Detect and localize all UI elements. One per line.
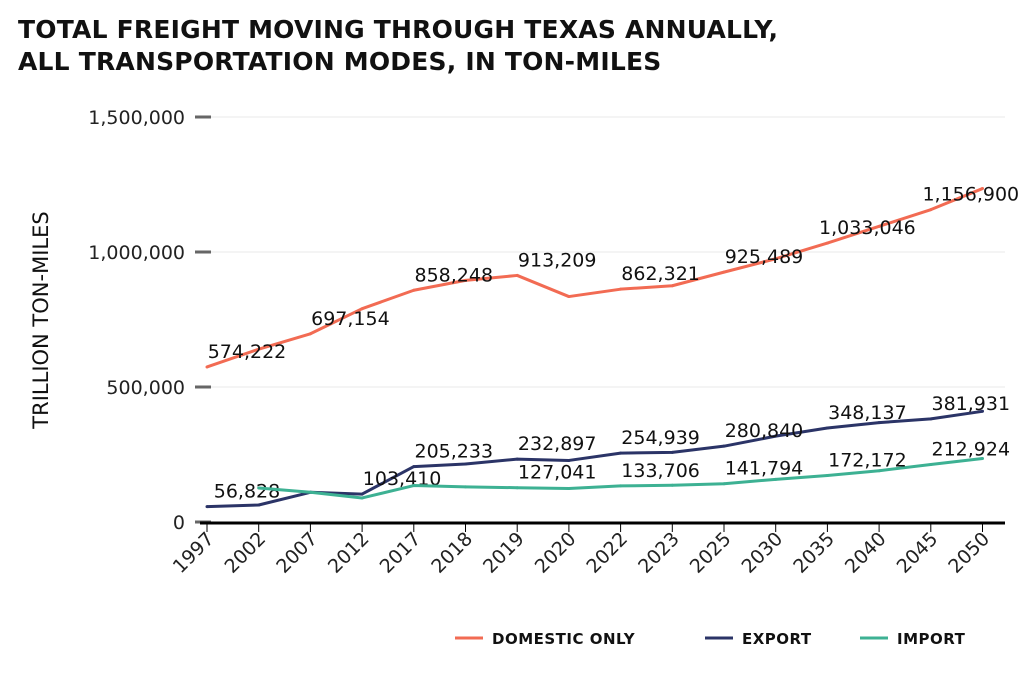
data-point <box>825 426 829 430</box>
data-point <box>412 288 416 292</box>
data-label: 232,897 <box>518 433 597 455</box>
data-point <box>722 270 726 274</box>
x-tick-label: 2017 <box>376 528 426 578</box>
series-line-export <box>206 409 983 509</box>
data-label: 1,033,046 <box>819 217 916 239</box>
data-label: 56,828 <box>214 481 280 503</box>
y-tick-label: 500,000 <box>106 377 185 399</box>
data-point <box>257 347 261 351</box>
data-label: 141,794 <box>725 458 804 480</box>
data-point <box>464 462 467 466</box>
data-label: 1,156,900 <box>922 184 1019 206</box>
data-point <box>670 450 674 454</box>
x-tick-label: 2025 <box>686 528 736 578</box>
data-point <box>722 444 726 448</box>
data-point <box>257 486 261 490</box>
data-point <box>464 485 467 489</box>
data-label: 858,248 <box>415 264 494 286</box>
data-point <box>877 421 881 425</box>
data-label: 697,154 <box>311 308 390 330</box>
data-point <box>515 273 519 277</box>
data-label: 925,489 <box>725 246 804 268</box>
chart-title: TOTAL FREIGHT MOVING THROUGH TEXAS ANNUA… <box>18 15 779 76</box>
legend-label: IMPORT <box>897 630 966 648</box>
data-point <box>205 505 209 509</box>
data-point <box>308 332 312 336</box>
data-point <box>412 484 416 488</box>
data-point <box>981 409 984 413</box>
x-tick-label: 2012 <box>324 528 374 578</box>
data-point <box>929 417 933 421</box>
data-point <box>825 241 829 245</box>
data-point <box>308 490 312 494</box>
x-tick-label: 2045 <box>893 528 943 578</box>
data-label: 381,931 <box>932 393 1011 415</box>
data-point <box>981 187 984 191</box>
data-point <box>929 463 933 467</box>
data-point <box>515 486 519 490</box>
series-line-domestic-only <box>206 187 984 369</box>
data-label: 205,233 <box>415 441 494 463</box>
data-point <box>877 224 881 228</box>
data-point <box>877 469 881 473</box>
data-label: 172,172 <box>828 450 907 472</box>
x-tick-label: 2035 <box>789 528 839 578</box>
data-label: 280,840 <box>725 420 804 442</box>
x-tick-label: 2022 <box>582 528 632 578</box>
data-point <box>515 457 519 461</box>
legend-label: DOMESTIC ONLY <box>492 630 636 648</box>
data-point <box>619 451 623 455</box>
data-point <box>825 474 829 478</box>
data-label: 254,939 <box>621 427 700 449</box>
data-point <box>567 295 571 299</box>
data-label: 127,041 <box>518 462 597 484</box>
x-tick-label: 2030 <box>737 528 787 578</box>
y-axis-label: TRILLION TON-MILES <box>29 211 53 429</box>
data-point <box>412 465 416 469</box>
x-tick-label: 2002 <box>220 528 270 578</box>
data-point <box>567 458 571 462</box>
x-tick-label: 2050 <box>944 528 994 578</box>
data-point <box>670 483 674 487</box>
data-point <box>774 257 778 261</box>
data-point <box>774 477 778 481</box>
data-label: 913,209 <box>518 249 597 271</box>
y-tick-label: 0 <box>173 512 185 534</box>
data-point <box>619 484 623 488</box>
y-tick-label: 1,500,000 <box>88 107 185 129</box>
data-point <box>205 365 209 369</box>
data-point <box>257 503 261 507</box>
data-point <box>619 287 623 291</box>
data-point <box>567 487 571 491</box>
x-tick-label: 2040 <box>841 528 891 578</box>
data-point <box>464 278 467 282</box>
data-point <box>981 457 984 461</box>
data-point <box>722 482 726 486</box>
data-point <box>360 307 364 311</box>
data-label: 212,924 <box>932 439 1011 461</box>
x-tick-label: 1997 <box>169 528 219 578</box>
x-tick-label: 2020 <box>531 528 581 578</box>
data-label: 348,137 <box>828 402 907 424</box>
legend-label: EXPORT <box>742 630 812 648</box>
data-label: 574,222 <box>208 341 287 363</box>
data-point <box>670 284 674 288</box>
data-point <box>774 434 778 438</box>
data-label: 862,321 <box>621 263 700 285</box>
data-point <box>360 492 364 496</box>
data-label: 133,706 <box>621 460 700 482</box>
data-point <box>929 208 933 212</box>
data-point <box>360 496 364 500</box>
y-tick-label: 1,000,000 <box>88 242 185 264</box>
x-tick-label: 2019 <box>479 528 529 578</box>
x-tick-label: 2018 <box>427 528 477 578</box>
x-tick-label: 2023 <box>634 528 684 578</box>
x-tick-label: 2007 <box>272 528 322 578</box>
